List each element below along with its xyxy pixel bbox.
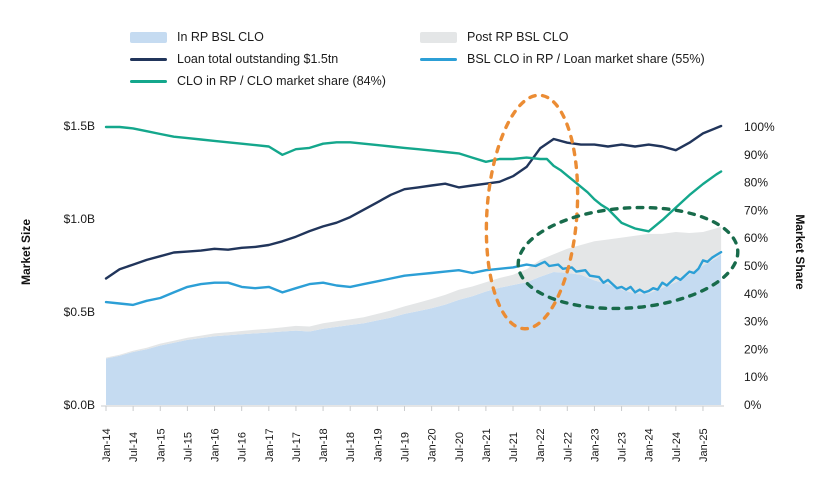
left-tick-label: $0.0B: [64, 398, 95, 412]
legend-label-in-rp-bsl-clo: In RP BSL CLO: [177, 30, 264, 44]
x-tick-label: Jan-15: [155, 428, 167, 462]
x-tick-label: Jul-24: [671, 432, 683, 462]
x-tick-label: Jan-17: [264, 428, 276, 462]
right-tick-label: 10%: [744, 370, 768, 384]
line-loan-total-outstanding: [104, 124, 723, 280]
x-tick-label: Jul-20: [454, 432, 466, 462]
right-tick-label: 100%: [744, 120, 775, 134]
in-rp-bsl-clo-swatch: [130, 31, 167, 43]
left-tick-label: $0.5B: [64, 305, 95, 319]
legend-item-post-rp-bsl-clo: Post RP BSL CLO: [420, 26, 705, 48]
right-tick-label: 40%: [744, 287, 768, 301]
legend-label-post-rp-bsl-clo: Post RP BSL CLO: [467, 30, 569, 44]
line-clo-in-rp-share: [104, 125, 723, 233]
post-rp-bsl-clo-swatch: [420, 31, 457, 43]
x-tick-label: Jan-22: [535, 428, 547, 462]
right-tick-label: 30%: [744, 315, 768, 329]
x-tick-label: Jul-18: [345, 432, 357, 462]
left-tick-label: $1.5B: [64, 119, 95, 133]
right-tick-label: 0%: [744, 398, 762, 412]
area-post-rp-bsl-clo: [106, 226, 722, 359]
right-tick-label: 70%: [744, 203, 768, 217]
x-tick-label: Jul-15: [182, 432, 194, 462]
x-tick-label: Jan-18: [318, 428, 330, 462]
legend-column-left: In RP BSL CLO Loan total outstanding $1.…: [130, 26, 386, 92]
x-tick-label: Jul-17: [291, 432, 303, 462]
x-tick-label: Jul-22: [562, 432, 574, 462]
x-tick-label: Jul-21: [508, 432, 520, 462]
legend-column-right: Post RP BSL CLO BSL CLO in RP / Loan mar…: [420, 26, 705, 70]
x-tick-label: Jan-25: [698, 428, 710, 462]
x-tick-label: Jan-23: [589, 428, 601, 462]
x-tick-label: Jan-24: [644, 428, 656, 462]
legend-label-bsl-clo-share: BSL CLO in RP / Loan market share (55%): [467, 52, 705, 66]
x-tick-label: Jul-19: [399, 432, 411, 462]
right-tick-label: 20%: [744, 342, 768, 356]
area-in-rp-bsl-clo: [106, 254, 722, 405]
right-tick-label: 80%: [744, 176, 768, 190]
x-tick-label: Jan-14: [101, 428, 113, 462]
x-tick-label: Jan-21: [481, 428, 493, 462]
legend-label-clo-in-rp-share: CLO in RP / CLO market share (84%): [177, 74, 386, 88]
legend-label-loan-total: Loan total outstanding $1.5tn: [177, 52, 339, 66]
legend-item-bsl-clo-share: BSL CLO in RP / Loan market share (55%): [420, 48, 705, 70]
x-tick-label: Jan-19: [372, 428, 384, 462]
green-dashed-ellipse: [516, 205, 740, 311]
x-tick-label: Jan-20: [427, 428, 439, 462]
x-tick-label: Jul-16: [237, 432, 249, 462]
bsl-share-line-swatch: [420, 57, 457, 61]
legend-item-clo-in-rp-share: CLO in RP / CLO market share (84%): [130, 70, 386, 92]
legend-item-loan-total: Loan total outstanding $1.5tn: [130, 48, 386, 70]
legend-item-in-rp-bsl-clo: In RP BSL CLO: [130, 26, 386, 48]
x-tick-label: Jan-16: [210, 428, 222, 462]
right-tick-label: 60%: [744, 231, 768, 245]
right-tick-label: 50%: [744, 259, 768, 273]
left-tick-label: $1.0B: [64, 212, 95, 226]
right-tick-label: 90%: [744, 148, 768, 162]
clo-share-line-swatch: [130, 79, 167, 83]
line-bsl-clo-in-rp-share: [104, 250, 723, 307]
x-tick-label: Jul-14: [128, 432, 140, 462]
loan-total-line-swatch: [130, 57, 167, 61]
x-tick-label: Jul-23: [617, 432, 629, 462]
